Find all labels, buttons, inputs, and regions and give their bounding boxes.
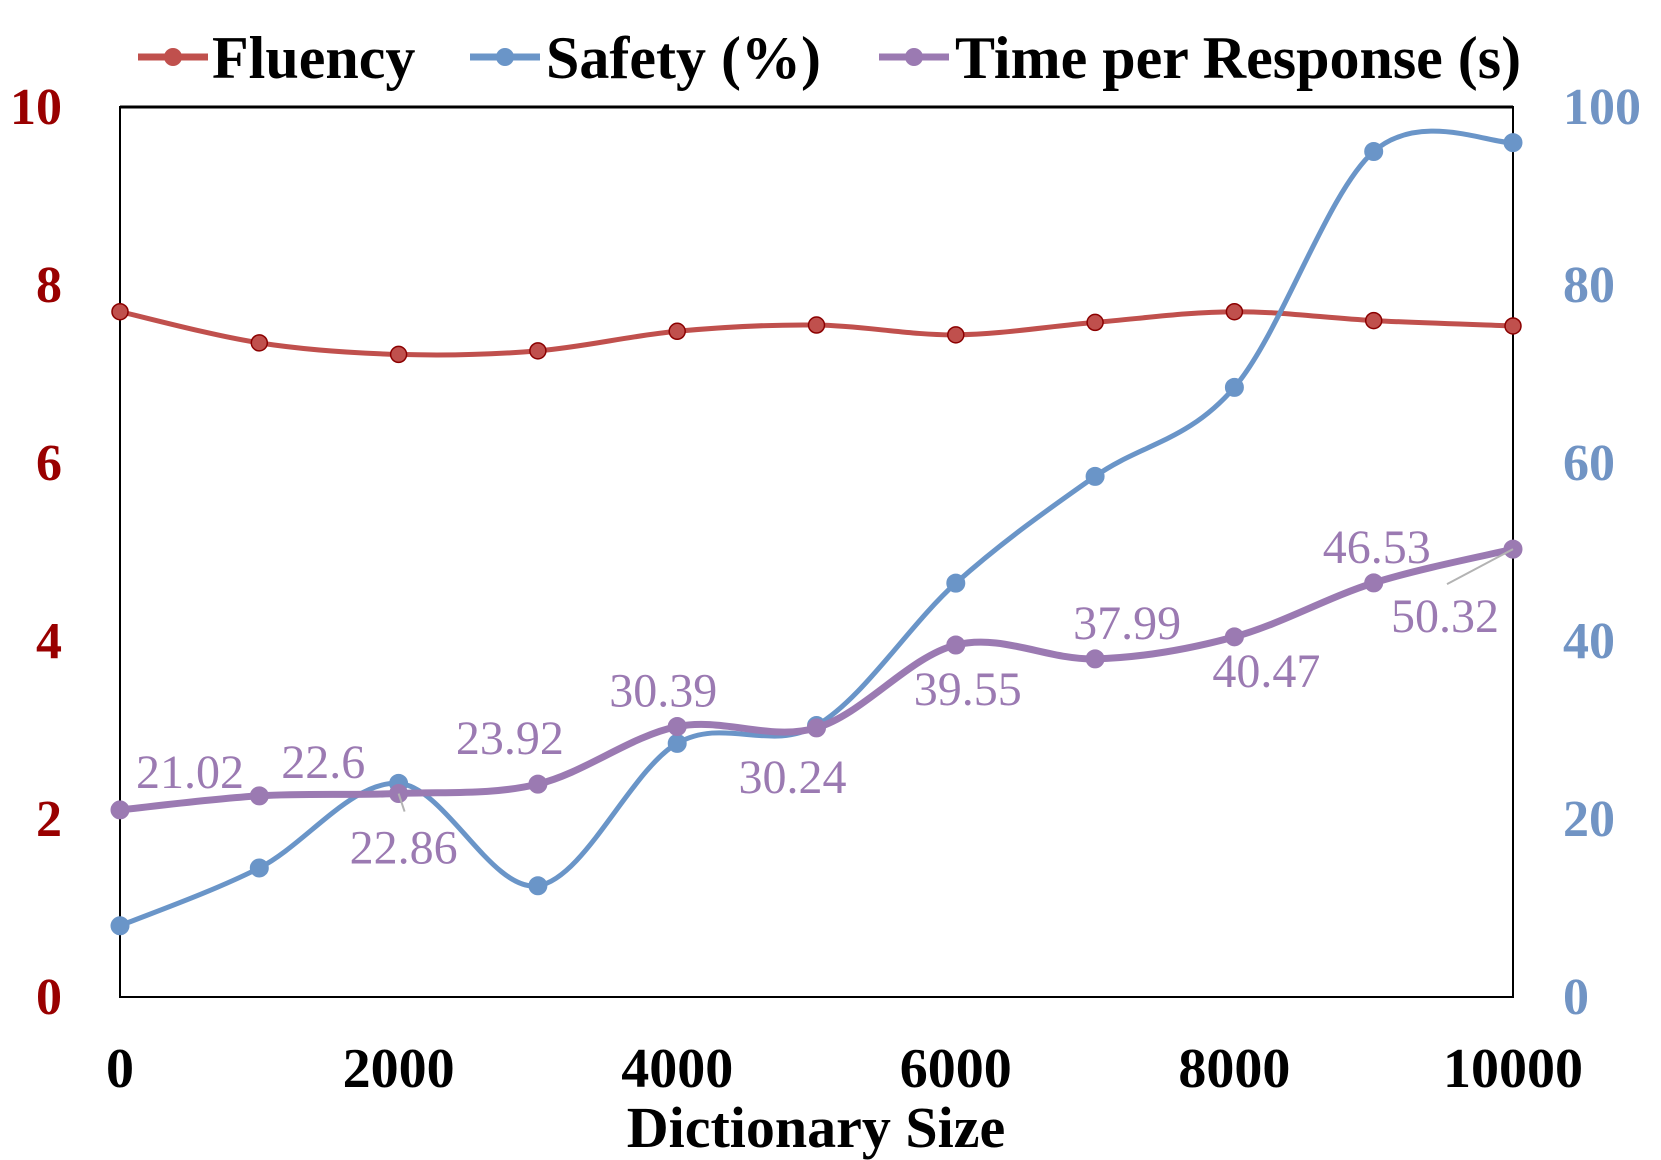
- right-tick-label: 0: [1563, 969, 1589, 1026]
- series-point-safety: [1224, 377, 1244, 397]
- series-point-fluency: [947, 326, 965, 344]
- data-label: 23.92: [456, 712, 564, 765]
- series-point-safety: [1503, 133, 1523, 153]
- series-point-safety: [249, 858, 269, 878]
- legend-marker-time-per-response-s: [905, 48, 923, 66]
- x-tick-label: 10000: [1443, 1038, 1583, 1100]
- x-tick-label: 2000: [343, 1038, 455, 1100]
- x-tick-label: 8000: [1178, 1038, 1290, 1100]
- data-label: 37.99: [1073, 597, 1181, 650]
- series-point-time-per-response-s: [1364, 573, 1384, 593]
- x-tick-label: 4000: [621, 1038, 733, 1100]
- legend: Fluency Safety (%) Time per Response (s): [138, 25, 1521, 91]
- data-label: 30.39: [609, 665, 717, 718]
- data-label: 46.53: [1323, 521, 1431, 574]
- x-axis-title: Dictionary Size: [627, 1095, 1006, 1160]
- series-point-time-per-response-s: [110, 800, 130, 820]
- series-layer: [110, 128, 1523, 936]
- legend-marker-fluency: [164, 48, 182, 66]
- plot-area: [119, 106, 1514, 998]
- left-tick-label: 0: [36, 969, 62, 1026]
- series-point-time-per-response-s: [667, 717, 687, 737]
- series-point-safety: [946, 573, 966, 593]
- series-line-safety: [119, 128, 1514, 929]
- series-point-fluency: [250, 334, 269, 352]
- series-point-time-per-response-s: [1224, 627, 1244, 647]
- legend-label-time-per-response-s: Time per Response (s): [955, 25, 1521, 91]
- series-point-fluency: [668, 322, 686, 341]
- right-tick-label: 20: [1563, 791, 1615, 848]
- series-point-time-per-response-s: [1085, 649, 1105, 669]
- x-tick-label: 0: [106, 1038, 134, 1100]
- data-label: 22.86: [350, 822, 458, 875]
- data-label: 39.55: [914, 663, 1022, 716]
- right-tick-label: 40: [1563, 613, 1615, 670]
- data-label: 22.6: [281, 736, 365, 789]
- data-labels: 21.02 22.6 22.86 23.92 30.39 30.24 39.55 37.99 4…: [136, 521, 1514, 875]
- data-label: 21.02: [136, 746, 244, 799]
- left-tick-label: 2: [36, 791, 62, 848]
- series-point-safety: [1085, 466, 1105, 486]
- left-tick-label: 10: [10, 79, 62, 136]
- x-tick-label: 6000: [900, 1038, 1012, 1100]
- label-leader-line: [397, 793, 406, 812]
- right-tick-label: 100: [1563, 79, 1641, 136]
- series-point-fluency: [1086, 313, 1104, 332]
- series-point-safety: [1364, 142, 1384, 161]
- left-tick-label: 8: [36, 257, 62, 314]
- series-point-time-per-response-s: [807, 718, 826, 738]
- series-point-fluency: [1364, 311, 1383, 330]
- series-point-fluency: [807, 316, 826, 334]
- right-axis: 0 20 40 60 80 100: [1563, 79, 1641, 1026]
- data-label: 30.24: [739, 751, 847, 804]
- legend-label-fluency: Fluency: [212, 25, 415, 91]
- legend-label-safety: Safety (%): [546, 25, 821, 91]
- series-point-fluency: [111, 302, 129, 321]
- data-label: 40.47: [1212, 645, 1320, 698]
- series-point-time-per-response-s: [249, 786, 269, 806]
- series-point-fluency: [1225, 302, 1244, 321]
- left-axis: 0 2 4 6 8 10: [10, 79, 62, 1026]
- series-point-fluency: [389, 345, 408, 364]
- data-label: 50.32: [1391, 590, 1499, 643]
- label-leader-line: [1446, 548, 1514, 586]
- left-tick-label: 6: [36, 435, 62, 492]
- series-point-safety: [667, 733, 687, 753]
- series-point-time-per-response-s: [528, 774, 548, 794]
- series-point-fluency: [1504, 317, 1522, 335]
- legend-marker-safety: [496, 48, 514, 66]
- left-tick-label: 4: [36, 613, 62, 670]
- series-point-safety: [110, 916, 130, 936]
- right-tick-label: 60: [1563, 435, 1615, 492]
- series-point-fluency: [529, 342, 547, 360]
- series-point-time-per-response-s: [946, 635, 966, 655]
- right-tick-label: 80: [1563, 257, 1615, 314]
- series-point-safety: [528, 876, 548, 896]
- x-axis: 0 2000 4000 6000 8000 10000: [106, 1038, 1583, 1100]
